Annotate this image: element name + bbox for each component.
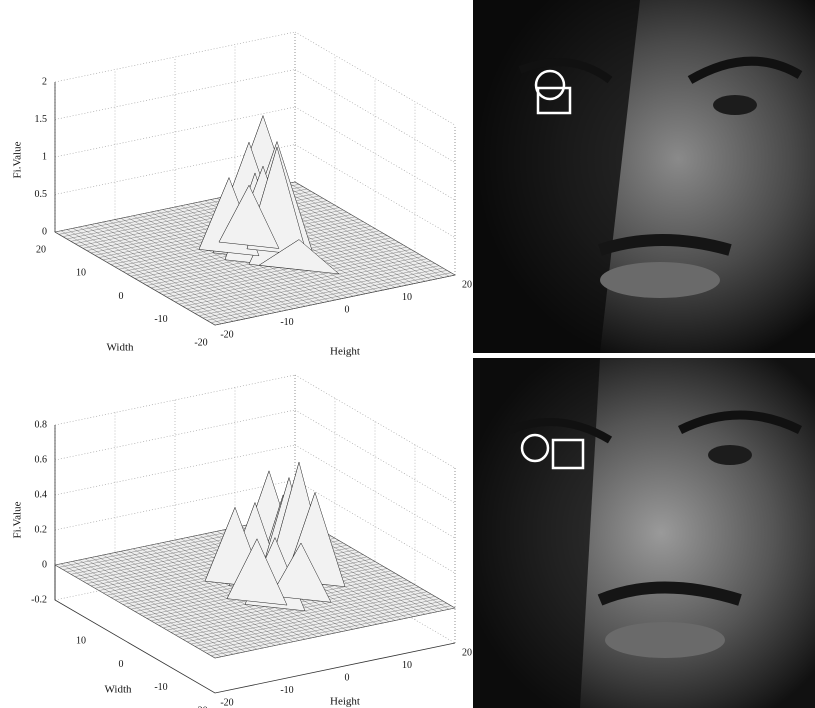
width-tick-label: 10 <box>76 636 86 647</box>
photo-bottom <box>473 358 815 708</box>
figure: 0 0.5 1 1.5 2 20 10 0 -10 -20 -20 -10 0 10 20 Width Heig… <box>0 0 815 708</box>
height-tick-label: -20 <box>220 697 233 708</box>
z-tick-label: 0.5 <box>35 189 48 200</box>
z-tick-label: 0.8 <box>35 419 48 430</box>
height-tick-label: -10 <box>280 685 293 696</box>
y-axis-label: Height <box>330 346 360 358</box>
width-tick-label: 10 <box>76 268 86 279</box>
height-tick-label: 0 <box>345 304 350 315</box>
height-tick-label: -20 <box>220 329 233 340</box>
y-axis-label: Height <box>330 696 360 708</box>
z-tick-label: 0.4 <box>35 489 48 500</box>
x-axis-label: Width <box>104 684 132 696</box>
width-tick-label: 0 <box>119 291 124 302</box>
surface-plot: 0 0.5 1 1.5 2 20 10 0 -10 -20 -20 -10 0 10 20 Width Heig… <box>12 32 472 358</box>
width-tick-label: -20 <box>194 337 207 348</box>
width-tick-label: 20 <box>36 244 46 255</box>
grid-line <box>295 70 455 163</box>
z-tick-label: 0 <box>42 226 47 237</box>
z-tick-label: 1 <box>42 151 47 162</box>
height-tick-label: 20 <box>462 279 472 290</box>
width-tick-label: -10 <box>154 682 167 693</box>
z-tick-label: -0.2 <box>31 594 47 605</box>
z-tick-label: 2 <box>42 76 47 87</box>
height-tick-label: 10 <box>402 660 412 671</box>
z-tick-label: 0.6 <box>35 454 48 465</box>
height-tick-label: 0 <box>345 672 350 683</box>
width-tick-label: 0 <box>119 659 124 670</box>
z-tick-label: 0.2 <box>35 524 48 535</box>
z-tick-label: 1.5 <box>35 114 48 125</box>
grid-line <box>295 410 455 503</box>
z-axis-label: Fi.Value <box>12 501 24 538</box>
photo-top <box>473 0 815 353</box>
z-axis-label: Fi.Value <box>12 141 24 178</box>
height-tick-label: 10 <box>402 292 412 303</box>
width-tick-label: -10 <box>154 314 167 325</box>
z-tick-label: 0 <box>42 559 47 570</box>
height-tick-label: -10 <box>280 317 293 328</box>
plots: 0 0.5 1 1.5 2 20 10 0 -10 -20 -20 -10 0 10 20 Width Heig… <box>12 32 472 708</box>
height-tick-label: 20 <box>462 647 472 658</box>
x-axis-label: Width <box>106 342 134 354</box>
surface-plot: -0.200.20.40.60.8100-10-20-20-1001020Wid… <box>12 375 472 708</box>
